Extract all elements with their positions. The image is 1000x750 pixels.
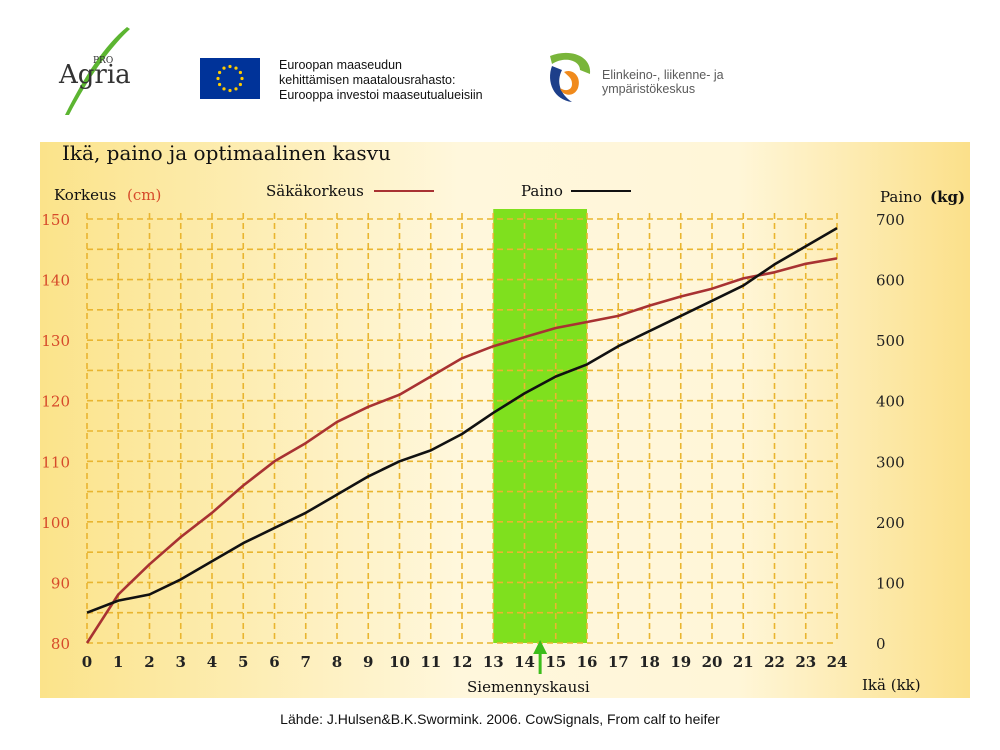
eu-flag-star [238, 70, 242, 75]
x-axis-tick-label: 22 [764, 653, 785, 671]
x-axis-tick-label: 2 [144, 653, 154, 671]
source-caption: Lähde: J.Hulsen&B.K.Swormink. 2006. CowS… [280, 711, 720, 727]
x-axis-tick-label: 12 [452, 653, 473, 671]
x-axis-tick-label: 10 [389, 653, 410, 671]
x-axis-tick-label: 9 [363, 653, 373, 671]
logo-bar: PRO Agria Euroopan maaseudun kehittämise… [0, 0, 1000, 130]
x-axis-tick-label: 13 [483, 653, 504, 671]
x-axis-tick-label: 21 [733, 653, 754, 671]
right-axis-tick-label: 600 [876, 272, 905, 290]
eu-flag-star [222, 66, 226, 70]
eu-text-line-1: Euroopan maaseudun [279, 58, 403, 72]
x-axis-tick-label: 0 [82, 653, 92, 671]
eu-flag-star [218, 70, 222, 75]
ely-text-line-2: ympäristökeskus [602, 82, 696, 96]
x-axis-tick-label: 11 [420, 653, 441, 671]
proagria-top-text: PRO [93, 56, 113, 66]
breeding-arrow-icon [533, 640, 548, 654]
left-axis-tick-label: 90 [51, 574, 70, 592]
eu-flag-star [234, 87, 238, 91]
left-axis-tick-label: 130 [41, 332, 70, 350]
x-axis-tick-label: 18 [639, 653, 660, 671]
series-line-sakakorkeus [85, 257, 838, 644]
chart-title: Ikä, paino ja optimaalinen kasvu [62, 142, 391, 165]
x-axis-tick-label: 17 [608, 653, 629, 671]
left-axis-tick-label: 150 [41, 211, 70, 229]
growth-chart: 80 90 100 110 120 130 140 150 0 100 200 300 400 500 60… [40, 141, 970, 698]
x-axis-tick-label: 1 [113, 653, 123, 671]
right-axis-tick-label: 0 [876, 635, 886, 653]
growth-chart-svg: 8090100110120130140150010020030040050060… [40, 141, 970, 698]
left-axis-tick-label: 110 [41, 453, 70, 471]
eu-flag-star [240, 76, 244, 81]
right-axis-tick-label: 300 [876, 453, 905, 471]
right-axis-label: Paino [880, 188, 922, 206]
x-axis-tick-label: 5 [238, 653, 248, 671]
right-axis-tick-label: 200 [876, 514, 905, 532]
left-axis-unit: (cm) [127, 186, 161, 204]
ely-logo [540, 48, 740, 108]
proagria-main-text: Agria [58, 60, 131, 90]
x-axis-tick-label: 15 [545, 653, 566, 671]
proagria-logo: PRO Agria [55, 25, 135, 117]
x-axis-tick-label: 20 [702, 653, 723, 671]
eu-flag-field [200, 58, 260, 99]
right-axis-tick-label: 400 [876, 393, 905, 411]
eu-text-line-3: Eurooppa investoi maaseutualueisiin [279, 88, 483, 102]
breeding-period-band [493, 209, 587, 643]
highlight-label: Siemennyskausi [467, 678, 590, 696]
x-axis-tick-label: 24 [827, 653, 848, 671]
x-axis-tick-label: 16 [577, 653, 598, 671]
eu-flag-star [234, 66, 238, 70]
x-axis-tick-label: 8 [332, 653, 342, 671]
eu-flag-icon [200, 58, 260, 99]
x-axis-tick-label: 6 [269, 653, 279, 671]
ely-text: Elinkeino-, liikenne- ja ympäristökeskus [602, 68, 724, 96]
right-axis-unit: (kg) [930, 188, 965, 206]
eu-flag-star [228, 88, 232, 93]
eu-flag-star [222, 87, 226, 91]
eu-flag-star [218, 82, 222, 87]
eu-flag-star [228, 64, 232, 69]
series-line-paino [86, 226, 838, 614]
x-axis-tick-label: 14 [514, 653, 535, 671]
left-axis-tick-label: 120 [41, 393, 70, 411]
right-axis-tick-label: 700 [876, 211, 905, 229]
x-axis-tick-label: 23 [795, 653, 816, 671]
legend-label-sakakorkeus: Säkäkorkeus [266, 182, 364, 200]
x-axis-tick-label: 19 [670, 653, 691, 671]
x-axis-tick-label: 4 [207, 653, 217, 671]
eu-text-line-2: kehittämisen maatalousrahasto: [279, 73, 456, 87]
eu-flag-star [216, 76, 220, 81]
eu-flag-star [238, 82, 242, 87]
legend-label-paino: Paino [521, 182, 563, 200]
eu-fund-text: Euroopan maaseudun kehittämisen maatalou… [279, 58, 483, 103]
x-axis-tick-label: 7 [301, 653, 311, 671]
x-axis-label: Ikä (kk) [862, 676, 921, 694]
left-axis-tick-label: 140 [41, 272, 70, 290]
left-axis-tick-label: 100 [41, 514, 70, 532]
right-axis-tick-label: 100 [876, 574, 905, 592]
left-axis-label: Korkeus [54, 186, 116, 204]
ely-text-line-1: Elinkeino-, liikenne- ja [602, 68, 724, 82]
x-axis-tick-label: 3 [176, 653, 186, 671]
left-axis-tick-label: 80 [51, 635, 70, 653]
right-axis-tick-label: 500 [876, 332, 905, 350]
